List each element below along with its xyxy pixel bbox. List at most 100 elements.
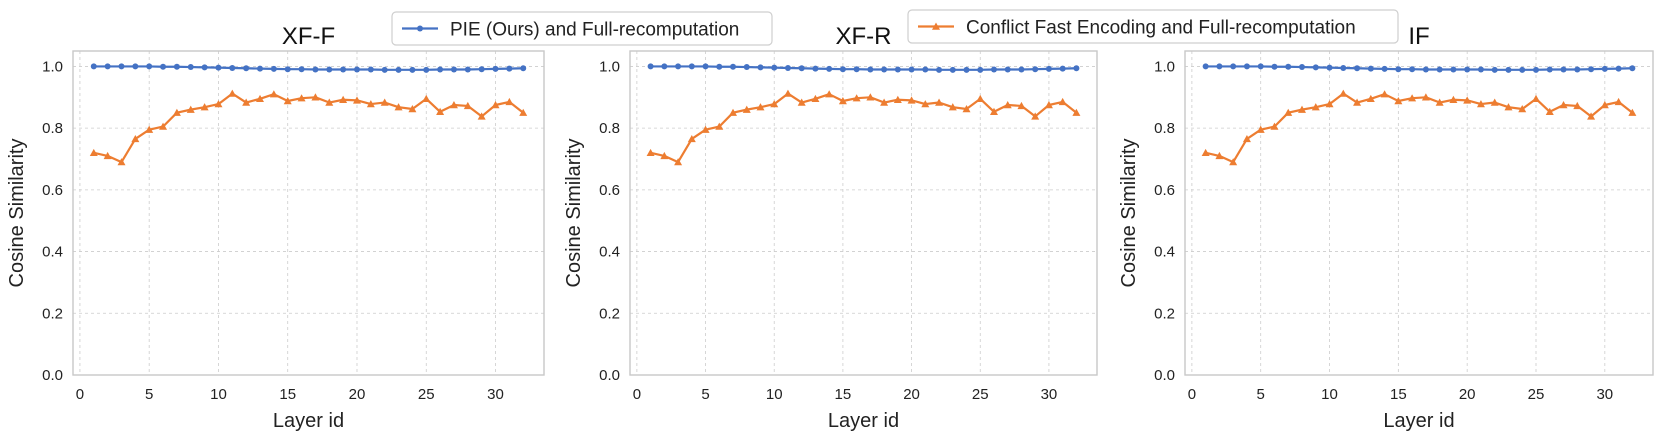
data-point (812, 65, 819, 72)
data-point (104, 63, 111, 70)
data-point (201, 64, 208, 71)
data-point (1559, 101, 1568, 109)
y-tick-label: 0.4 (599, 244, 620, 261)
data-point (325, 98, 334, 106)
y-tick-label: 0.6 (42, 182, 63, 199)
x-tick-label: 10 (210, 386, 227, 403)
data-point (89, 148, 98, 157)
data-point (394, 103, 403, 111)
data-point (1073, 65, 1080, 72)
legend: PIE (Ours) and Full-recomputation Conflic… (391, 9, 1399, 46)
data-point (1202, 63, 1209, 70)
data-point (381, 66, 388, 73)
data-point (283, 96, 292, 105)
data-point (1573, 101, 1582, 110)
data-point (1003, 101, 1012, 109)
data-point (200, 103, 209, 111)
y-tick-label: 0.8 (42, 120, 63, 137)
data-point (1533, 66, 1539, 73)
data-point (1477, 66, 1484, 73)
x-tick-label: 20 (1459, 386, 1476, 403)
data-point (270, 65, 277, 72)
data-point (1491, 66, 1498, 73)
data-point (716, 63, 723, 70)
data-point (339, 95, 348, 103)
data-point (160, 63, 167, 70)
data-point (936, 66, 943, 73)
data-point (1422, 66, 1429, 73)
data-point (1408, 94, 1417, 102)
y-axis-label: Cosine Similarity (1118, 139, 1140, 288)
data-point (1325, 100, 1334, 108)
data-point (257, 65, 264, 72)
data-point (1058, 97, 1067, 106)
data-point (366, 100, 375, 108)
data-point (825, 90, 834, 98)
data-point (145, 125, 154, 133)
data-point (1229, 158, 1238, 166)
data-point (1601, 65, 1608, 72)
data-point (340, 66, 347, 73)
data-point (701, 125, 710, 133)
data-point (256, 94, 265, 103)
data-point (688, 63, 695, 70)
data-point (783, 89, 792, 97)
series-2 (646, 89, 1081, 166)
data-point (743, 64, 750, 71)
y-tick-label: 1.0 (1154, 58, 1175, 75)
data-point (757, 64, 764, 71)
data-point (1216, 63, 1223, 70)
data-point (990, 66, 997, 73)
y-tick-label: 0.8 (1154, 120, 1175, 137)
data-point (935, 98, 944, 106)
data-point (326, 66, 333, 73)
data-point (228, 89, 237, 97)
x-tick-label: 15 (835, 386, 852, 403)
y-tick-label: 0.8 (599, 120, 620, 137)
data-point (215, 64, 222, 71)
data-point (298, 66, 305, 73)
data-point (826, 65, 833, 72)
legend-label: PIE (Ours) and Full-recomputation (450, 20, 739, 41)
y-tick-label: 0.4 (1154, 244, 1175, 261)
series-line (1205, 65, 1633, 71)
x-tick-label: 5 (145, 386, 153, 403)
data-point (1367, 65, 1374, 72)
data-point (1366, 94, 1375, 103)
data-point (131, 134, 140, 143)
data-point (1031, 112, 1040, 120)
x-tick-label: 30 (1596, 386, 1613, 403)
data-point (449, 101, 458, 109)
data-point (132, 63, 139, 70)
data-point (742, 105, 751, 113)
data-point (907, 96, 916, 104)
data-point (1435, 98, 1444, 106)
series-1 (90, 63, 527, 73)
x-tick-label: 25 (972, 386, 989, 403)
series-line (650, 65, 1077, 71)
chart-panel-3: 0 5 10 15 20 25 30 0.0 0.2 0.4 0.6 0.8 1.0 Layer id Co… (1118, 23, 1654, 432)
x-tick-label: 20 (903, 386, 920, 403)
y-axis-label: Cosine Similarity (6, 139, 28, 288)
x-axis-label: Layer id (828, 410, 899, 432)
data-point (1505, 66, 1512, 73)
data-point (311, 93, 320, 101)
x-tick-label: 30 (487, 386, 504, 403)
data-point (284, 66, 291, 73)
data-point (797, 98, 806, 106)
data-point (1436, 66, 1443, 73)
series-1 (647, 63, 1080, 73)
y-tick-label: 1.0 (599, 58, 620, 75)
data-point (646, 148, 655, 157)
data-point (103, 151, 112, 160)
data-point (269, 90, 278, 98)
data-point (1409, 66, 1416, 73)
chart-title: IF (1408, 23, 1429, 50)
chart-title: XF-R (836, 23, 892, 50)
data-point (660, 151, 669, 160)
plot-frame (1184, 50, 1654, 376)
data-point (243, 65, 250, 72)
data-point (229, 64, 236, 71)
data-point (1045, 65, 1052, 72)
data-point (214, 100, 223, 108)
